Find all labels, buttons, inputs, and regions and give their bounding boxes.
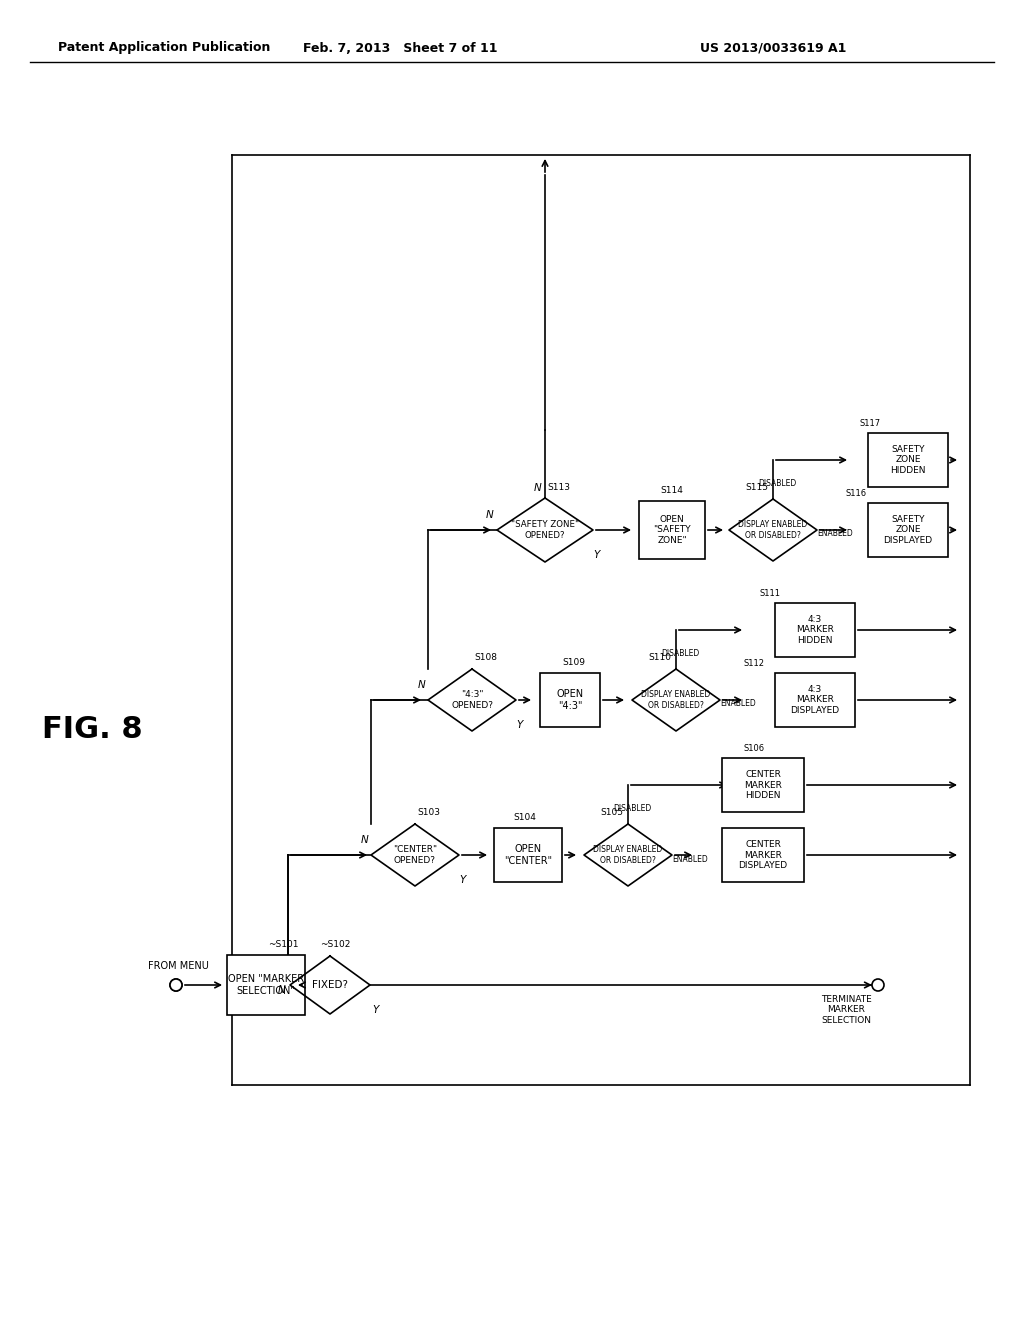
Bar [639, 502, 705, 558]
Bar [775, 603, 855, 657]
Circle shape [872, 979, 884, 991]
Text: N: N [279, 985, 286, 995]
Text: S111: S111 [760, 589, 781, 598]
Bar [494, 828, 562, 882]
Text: TERMINATE
MARKER
SELECTION: TERMINATE MARKER SELECTION [820, 995, 871, 1024]
Text: OPEN
"CENTER": OPEN "CENTER" [504, 845, 552, 866]
Text: SAFETY
ZONE
DISPLAYED: SAFETY ZONE DISPLAYED [884, 515, 933, 545]
Text: DISABLED: DISABLED [758, 479, 796, 488]
Text: Patent Application Publication: Patent Application Publication [58, 41, 270, 54]
Bar [722, 758, 804, 812]
Circle shape [170, 979, 182, 991]
Text: 4:3
MARKER
HIDDEN: 4:3 MARKER HIDDEN [796, 615, 834, 645]
Text: DISPLAY ENABLED
OR DISABLED?: DISPLAY ENABLED OR DISABLED? [738, 520, 808, 540]
Text: FIG. 8: FIG. 8 [42, 715, 142, 744]
Text: ~S101: ~S101 [268, 940, 299, 949]
Circle shape [170, 979, 182, 991]
Text: Y: Y [459, 875, 465, 884]
Text: S104: S104 [513, 813, 536, 822]
Bar [227, 954, 305, 1015]
Bar [540, 673, 600, 727]
Text: 4:3
MARKER
DISPLAYED: 4:3 MARKER DISPLAYED [791, 685, 840, 715]
Text: DISABLED: DISABLED [660, 649, 699, 657]
Text: N: N [534, 483, 541, 492]
Text: S106: S106 [743, 744, 764, 752]
Text: Feb. 7, 2013   Sheet 7 of 11: Feb. 7, 2013 Sheet 7 of 11 [303, 41, 498, 54]
Bar [722, 828, 804, 882]
Text: DISPLAY ENABLED
OR DISABLED?: DISPLAY ENABLED OR DISABLED? [641, 690, 711, 710]
Text: N: N [418, 680, 426, 690]
Text: ENABLED: ENABLED [672, 854, 708, 863]
Text: CENTER
MARKER
HIDDEN: CENTER MARKER HIDDEN [744, 770, 782, 800]
Text: Y: Y [593, 550, 599, 560]
Text: DISABLED: DISABLED [613, 804, 651, 813]
Text: OPEN "MARKER
SELECTION": OPEN "MARKER SELECTION" [228, 974, 304, 995]
Text: US 2013/0033619 A1: US 2013/0033619 A1 [700, 41, 847, 54]
Text: S113: S113 [547, 483, 570, 492]
Text: S117: S117 [860, 418, 881, 428]
Text: CENTER
MARKER
DISPLAYED: CENTER MARKER DISPLAYED [738, 840, 787, 870]
Text: Y: Y [516, 719, 522, 730]
Text: OPEN
"4:3": OPEN "4:3" [556, 689, 584, 710]
Text: S115: S115 [745, 483, 768, 492]
Text: FROM MENU: FROM MENU [148, 961, 209, 972]
Text: DISPLAY ENABLED
OR DISABLED?: DISPLAY ENABLED OR DISABLED? [593, 845, 663, 865]
Text: S109: S109 [562, 657, 585, 667]
Text: S114: S114 [660, 486, 683, 495]
Text: Y: Y [372, 1005, 379, 1015]
Text: S103: S103 [417, 808, 440, 817]
Text: S110: S110 [648, 653, 671, 663]
Text: ~S102: ~S102 [319, 940, 350, 949]
Text: S116: S116 [846, 488, 867, 498]
Text: SAFETY
ZONE
HIDDEN: SAFETY ZONE HIDDEN [890, 445, 926, 475]
Text: N: N [486, 510, 494, 520]
Text: S105: S105 [600, 808, 623, 817]
Text: OPEN
"SAFETY
ZONE": OPEN "SAFETY ZONE" [653, 515, 691, 545]
Text: "SAFETY ZONE"
OPENED?: "SAFETY ZONE" OPENED? [511, 520, 579, 540]
Bar [775, 673, 855, 727]
Bar [868, 433, 948, 487]
Text: FIXED?: FIXED? [312, 979, 348, 990]
Text: S108: S108 [474, 653, 497, 663]
Text: N: N [361, 836, 369, 845]
Bar [868, 503, 948, 557]
Text: S112: S112 [743, 659, 764, 668]
Text: "CENTER"
OPENED?: "CENTER" OPENED? [393, 845, 437, 865]
Text: ENABLED: ENABLED [817, 529, 853, 539]
Text: "4:3"
OPENED?: "4:3" OPENED? [451, 690, 493, 710]
Text: ENABLED: ENABLED [720, 700, 756, 709]
